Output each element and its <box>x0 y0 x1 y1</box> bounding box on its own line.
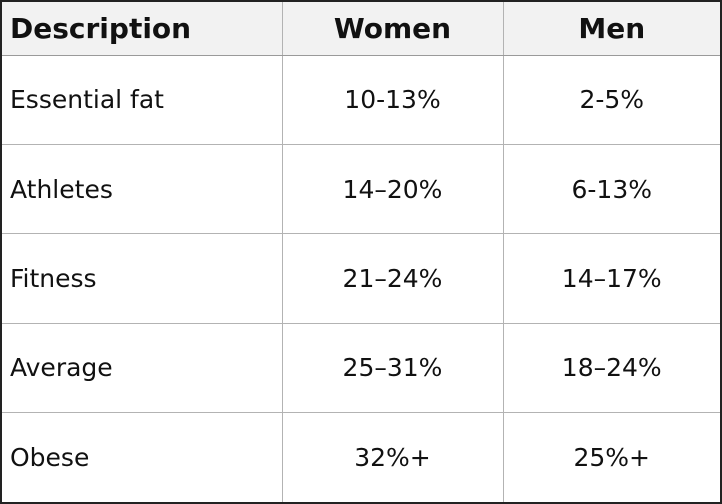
table-row: Obese 32%+ 25%+ <box>2 412 720 502</box>
row-description: Fitness <box>2 233 283 324</box>
header-description: Description <box>2 2 283 56</box>
row-women-value: 21–24% <box>281 233 504 324</box>
row-women-value: 32%+ <box>281 412 504 502</box>
row-men-value: 2-5% <box>502 54 720 146</box>
header-men: Men <box>502 2 720 56</box>
table-header-row: Description Women Men <box>2 2 720 56</box>
table-row: Essential fat 10-13% 2-5% <box>2 54 720 146</box>
table-row: Fitness 21–24% 14–17% <box>2 233 720 324</box>
table-row: Athletes 14–20% 6-13% <box>2 144 720 235</box>
row-description: Obese <box>2 412 283 502</box>
row-description: Essential fat <box>2 54 283 146</box>
row-men-value: 25%+ <box>502 412 720 502</box>
row-women-value: 25–31% <box>281 322 504 414</box>
row-women-value: 14–20% <box>281 144 504 235</box>
row-men-value: 14–17% <box>502 233 720 324</box>
row-description: Athletes <box>2 144 283 235</box>
header-women: Women <box>281 2 504 56</box>
row-men-value: 6-13% <box>502 144 720 235</box>
row-men-value: 18–24% <box>502 322 720 414</box>
row-women-value: 10-13% <box>281 54 504 146</box>
table-row: Average 25–31% 18–24% <box>2 322 720 414</box>
row-description: Average <box>2 322 283 414</box>
